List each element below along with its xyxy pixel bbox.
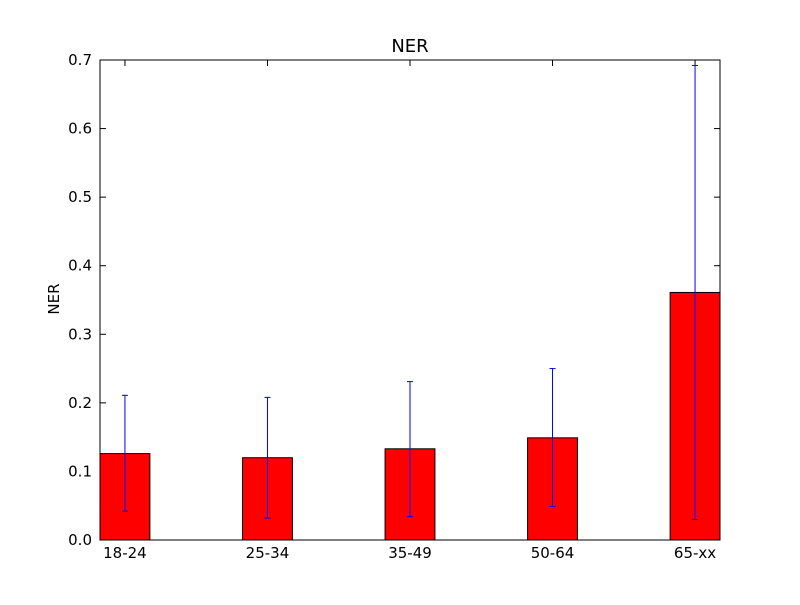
- y-tick-label: 0.0: [68, 531, 92, 549]
- y-tick-label: 0.1: [68, 462, 92, 480]
- y-tick-label: 0.5: [68, 188, 92, 206]
- x-tick-label: 35-49: [388, 544, 432, 562]
- x-tick-label: 65-xx: [674, 544, 716, 562]
- y-tick-label: 0.4: [68, 257, 92, 275]
- x-tick-label: 18-24: [103, 544, 147, 562]
- ticks-layer: 0.0 0.1 0.2 0.3 0.4 0.5 0.6 0.7 18-24 25-34 35-49 5…: [68, 51, 720, 562]
- y-tick-label: 0.3: [68, 325, 92, 343]
- y-axis-label: NER: [45, 283, 63, 314]
- x-tick-label: 50-64: [531, 544, 575, 562]
- x-tick-label: 25-34: [246, 544, 290, 562]
- error-bars-layer: [121, 64, 699, 520]
- chart-title: NER: [391, 36, 428, 57]
- y-tick-label: 0.7: [68, 51, 92, 69]
- plot-frame: [99, 59, 721, 541]
- y-tick-label: 0.6: [68, 120, 92, 138]
- y-tick-label: 0.2: [68, 394, 92, 412]
